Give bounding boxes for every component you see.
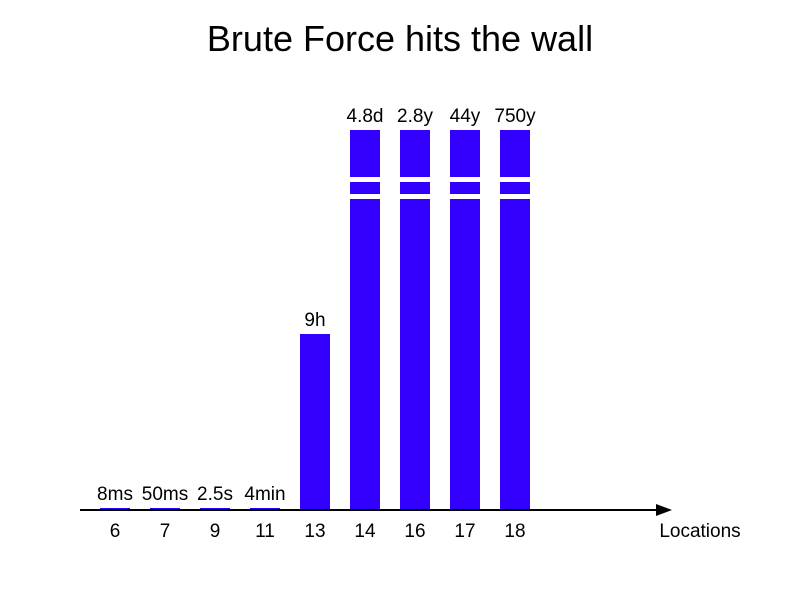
bar-16 [400,130,430,510]
x-tick-label-16: 16 [404,521,425,542]
bar-break-mark [449,177,481,182]
data-label-14: 4.8d [347,106,384,127]
data-label-11: 4min [244,484,285,505]
data-label-9: 2.5s [197,484,233,505]
x-tick-label-13: 13 [304,521,325,542]
bars-layer [100,130,531,510]
data-label-13: 9h [304,310,325,331]
data-label-7: 50ms [142,484,188,505]
bar-break-mark [449,194,481,199]
bar-break-mark [349,194,381,199]
bar-break-mark [399,177,431,182]
bar-18 [500,130,530,510]
data-label-16: 2.8y [397,106,433,127]
x-axis-label: Locations [659,521,740,542]
bar-17 [450,130,480,510]
x-axis-arrow [656,504,672,516]
data-label-18: 750y [494,106,536,127]
data-label-6: 8ms [97,484,133,505]
bar-break-mark [399,194,431,199]
x-tick-label-14: 14 [354,521,376,542]
x-tick-label-7: 7 [160,521,171,542]
bar-14 [350,130,380,510]
labels-layer: 8ms 6 50ms 7 2.5s 9 4min 11 9h 13 4.8d 14 2.8y 16 44y 1… [97,106,536,542]
x-tick-label-17: 17 [454,521,475,542]
x-tick-label-6: 6 [110,521,121,542]
bar-break-mark [499,177,531,182]
x-tick-label-11: 11 [255,521,275,542]
bar-13 [300,334,330,510]
data-label-17: 44y [450,106,481,127]
chart-title: Brute Force hits the wall [206,18,594,59]
bar-break-mark [499,194,531,199]
x-tick-label-9: 9 [210,521,221,542]
bar-break-mark [349,177,381,182]
x-tick-label-18: 18 [504,521,525,542]
